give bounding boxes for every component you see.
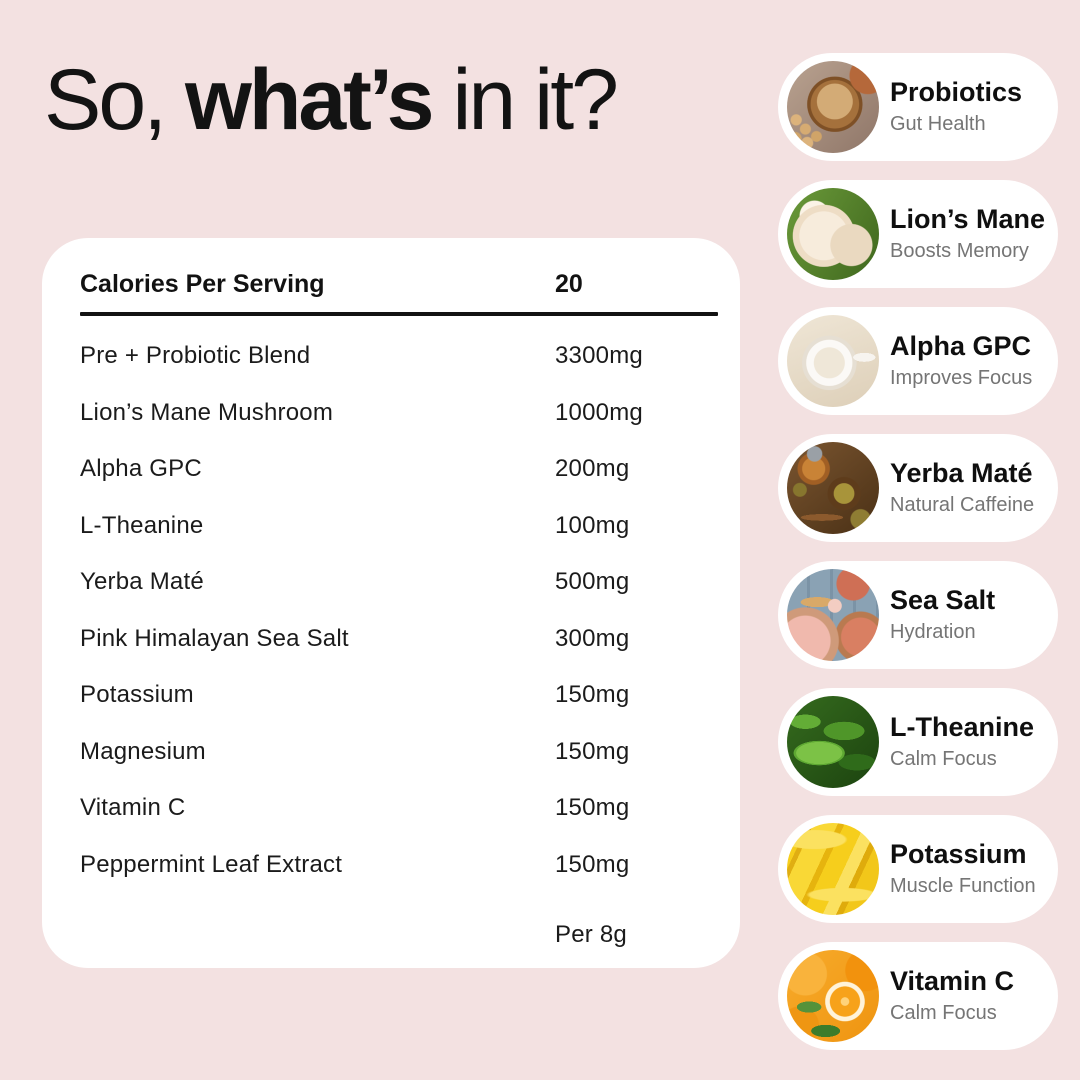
ingredient-title: Alpha GPC xyxy=(890,331,1032,362)
ingredient-label: Peppermint Leaf Extract xyxy=(80,850,343,878)
ingredient-title: L-Theanine xyxy=(890,712,1035,743)
ingredient-card-text: L-Theanine Calm Focus xyxy=(890,712,1035,771)
facts-header-label: Calories Per Serving xyxy=(80,269,325,298)
yerba-mate-photo xyxy=(787,442,879,534)
ingredient-card-l-theanine: L-Theanine Calm Focus xyxy=(778,688,1058,796)
ingredient-card-text: Yerba Maté Natural Caffeine xyxy=(890,458,1035,517)
ingredient-card-potassium: Potassium Muscle Function xyxy=(778,815,1058,923)
table-row: Pre + Probiotic Blend 3300mg xyxy=(80,328,718,385)
serving-size-note: Per 8g xyxy=(555,921,627,949)
ingredient-title: Sea Salt xyxy=(890,585,996,616)
table-row: Peppermint Leaf Extract 150mg xyxy=(80,837,718,894)
ingredient-label: Magnesium xyxy=(80,737,206,765)
vitamin-c-photo xyxy=(787,950,879,1042)
page-title-prefix: So, xyxy=(44,52,185,148)
l-theanine-photo xyxy=(787,696,879,788)
potassium-photo xyxy=(787,823,879,915)
ingredient-amount: 150mg xyxy=(555,794,630,822)
table-row: Yerba Maté 500mg xyxy=(80,554,718,611)
ingredient-card-vitamin-c: Vitamin C Calm Focus xyxy=(778,942,1058,1050)
ingredient-title: Yerba Maté xyxy=(890,458,1033,489)
table-row: Alpha GPC 200mg xyxy=(80,441,718,498)
ingredient-amount: 300mg xyxy=(555,624,630,652)
ingredient-card-text: Alpha GPC Improves Focus xyxy=(890,331,1033,390)
header-divider xyxy=(80,312,718,316)
ingredient-benefit: Improves Focus xyxy=(890,366,1033,389)
ingredient-card-yerba-mate: Yerba Maté Natural Caffeine xyxy=(778,434,1058,542)
ingredient-benefit: Calm Focus xyxy=(890,1001,997,1024)
sea-salt-photo xyxy=(787,569,879,661)
ingredient-title: Lion’s Mane xyxy=(890,204,1046,235)
ingredient-amount: 500mg xyxy=(555,568,630,596)
table-row: Lion’s Mane Mushroom 1000mg xyxy=(80,385,718,442)
ingredient-title: Potassium xyxy=(890,839,1027,870)
ingredient-card-text: Vitamin C Calm Focus xyxy=(890,966,1015,1025)
ingredient-title: Vitamin C xyxy=(890,966,1015,997)
facts-rows: Pre + Probiotic Blend 3300mg Lion’s Mane… xyxy=(80,328,718,893)
ingredient-card-probiotics: Probiotics Gut Health xyxy=(778,53,1058,161)
ingredient-benefit: Boosts Memory xyxy=(890,239,1029,262)
ingredient-card-sea-salt: Sea Salt Hydration xyxy=(778,561,1058,669)
ingredient-card-text: Potassium Muscle Function xyxy=(890,839,1036,898)
table-row: Potassium 150mg xyxy=(80,667,718,724)
nutrition-facts-card: Calories Per Serving 20 Pre + Probiotic … xyxy=(42,238,740,968)
ingredient-amount: 150mg xyxy=(555,681,630,709)
table-row: L-Theanine 100mg xyxy=(80,498,718,555)
ingredient-card-lions-mane: Lion’s Mane Boosts Memory xyxy=(778,180,1058,288)
ingredient-card-list: Probiotics Gut Health Lion’s Mane Boosts… xyxy=(778,53,1058,1050)
page-title-emphasis: what’s xyxy=(184,52,434,148)
page-title-suffix: in it? xyxy=(431,52,619,148)
ingredient-title: Probiotics xyxy=(890,77,1023,108)
ingredient-amount: 150mg xyxy=(555,737,630,765)
ingredient-benefit: Gut Health xyxy=(890,112,986,135)
ingredient-benefit: Calm Focus xyxy=(890,747,997,770)
ingredient-label: Potassium xyxy=(80,681,194,709)
facts-header-row: Calories Per Serving 20 xyxy=(80,264,718,304)
ingredient-benefit: Natural Caffeine xyxy=(890,493,1035,516)
ingredient-benefit: Muscle Function xyxy=(890,874,1036,897)
table-row: Pink Himalayan Sea Salt 300mg xyxy=(80,611,718,668)
alpha-gpc-photo xyxy=(787,315,879,407)
ingredient-label: Alpha GPC xyxy=(80,455,202,483)
probiotics-photo xyxy=(787,61,879,153)
ingredient-card-alpha-gpc: Alpha GPC Improves Focus xyxy=(778,307,1058,415)
ingredient-label: Pink Himalayan Sea Salt xyxy=(80,624,349,652)
ingredient-benefit: Hydration xyxy=(890,620,976,643)
ingredient-amount: 150mg xyxy=(555,850,630,878)
ingredient-amount: 100mg xyxy=(555,511,630,539)
facts-header-value: 20 xyxy=(555,269,583,298)
page-title: So, what’s in it? xyxy=(44,50,619,150)
ingredient-amount: 1000mg xyxy=(555,398,643,426)
ingredient-label: Pre + Probiotic Blend xyxy=(80,342,311,370)
ingredient-amount: 3300mg xyxy=(555,342,643,370)
ingredient-label: Lion’s Mane Mushroom xyxy=(80,398,334,426)
ingredient-label: Yerba Maté xyxy=(80,568,204,596)
ingredient-card-text: Probiotics Gut Health xyxy=(890,77,1023,136)
ingredient-card-text: Lion’s Mane Boosts Memory xyxy=(890,204,1046,263)
ingredient-label: L-Theanine xyxy=(80,511,204,539)
table-row: Vitamin C 150mg xyxy=(80,780,718,837)
table-row: Magnesium 150mg xyxy=(80,724,718,781)
ingredient-label: Vitamin C xyxy=(80,794,186,822)
ingredient-card-text: Sea Salt Hydration xyxy=(890,585,996,644)
lions-mane-photo xyxy=(787,188,879,280)
ingredient-amount: 200mg xyxy=(555,455,630,483)
serving-size-row: Per 8g xyxy=(80,907,718,964)
